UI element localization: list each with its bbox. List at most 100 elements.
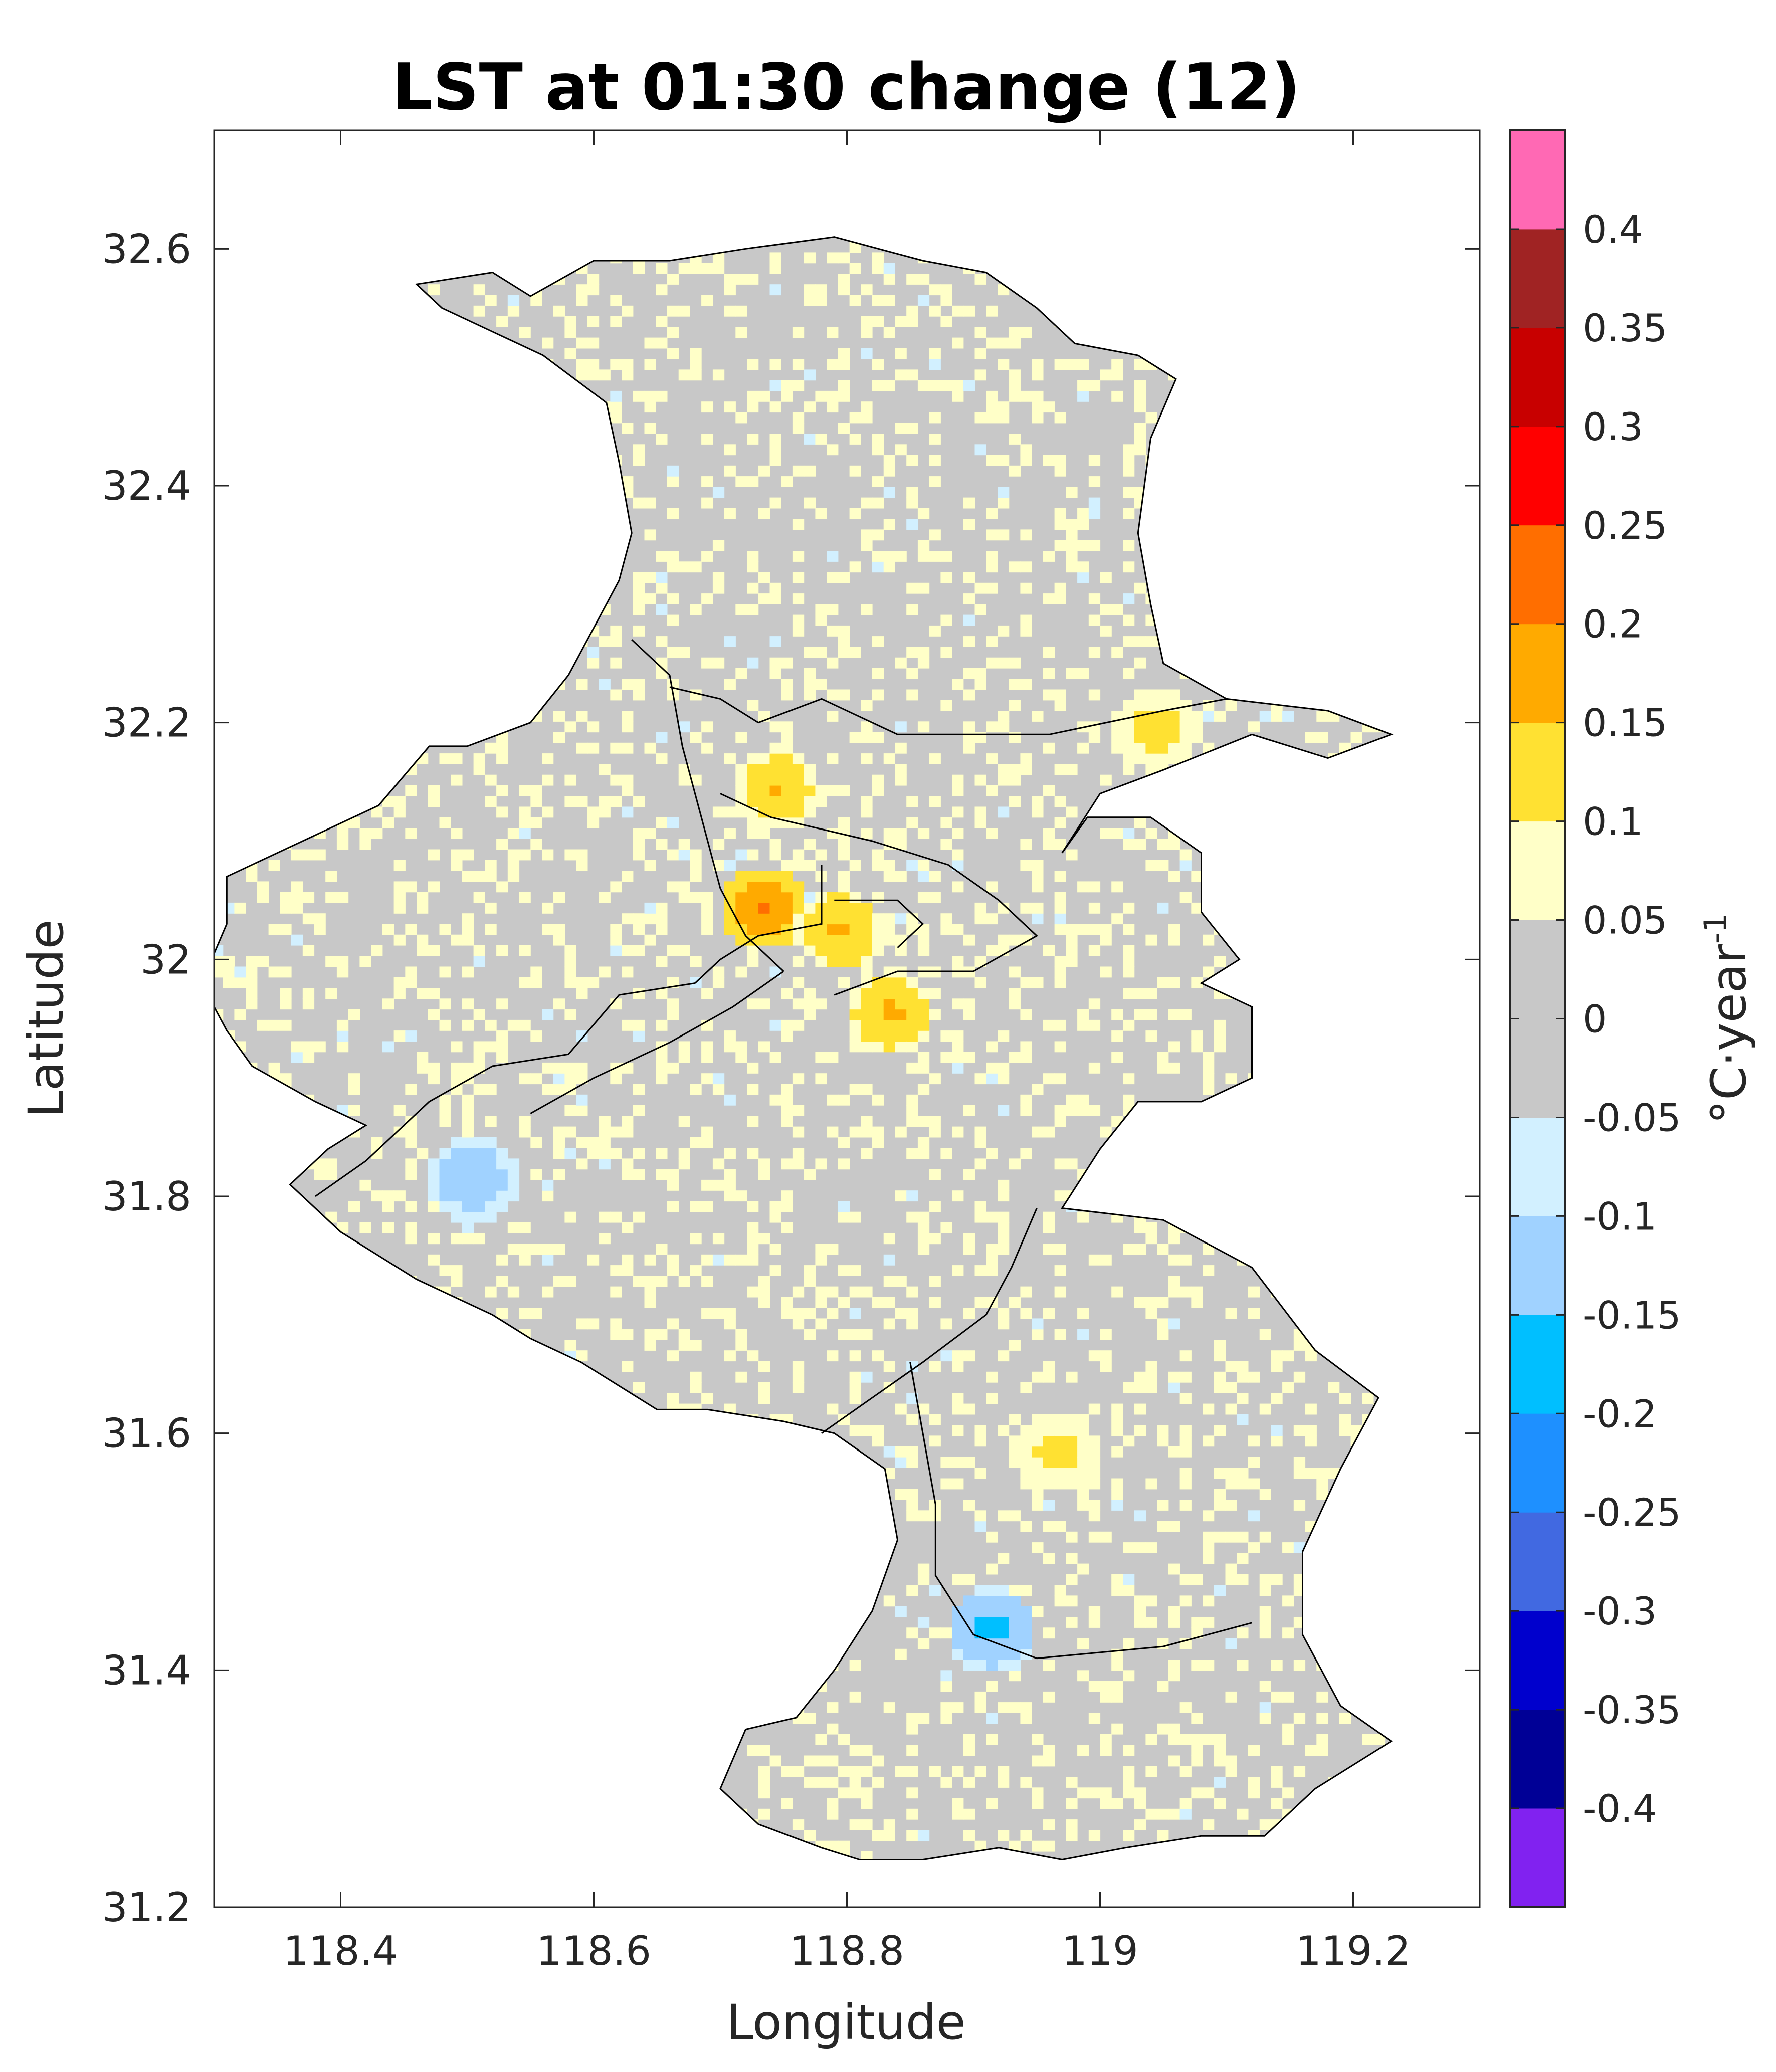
heatmap-cell (827, 1702, 839, 1713)
heatmap-cell (906, 1808, 918, 1820)
heatmap-cell (1088, 1350, 1101, 1362)
heatmap-cell (1293, 1713, 1306, 1724)
heatmap-cell (1020, 860, 1032, 871)
heatmap-cell (473, 1041, 485, 1053)
heatmap-cell (1066, 519, 1078, 530)
heatmap-cell (428, 1179, 440, 1191)
heatmap-cell (1168, 1009, 1180, 1020)
heatmap-cell (371, 1137, 383, 1148)
heatmap-cell (1100, 1126, 1112, 1138)
heatmap-cell (815, 934, 827, 946)
heatmap-cell (1043, 455, 1055, 466)
heatmap-cell (1066, 1414, 1078, 1425)
heatmap-cell (1123, 1777, 1135, 1788)
heatmap-cell (405, 1158, 417, 1170)
heatmap-cell (712, 1158, 725, 1170)
heatmap-cell (622, 806, 634, 818)
heatmap-cell (587, 1318, 600, 1330)
heatmap-cell (895, 657, 907, 669)
heatmap-cell (1032, 1318, 1044, 1330)
heatmap-cell (644, 742, 656, 754)
heatmap-cell (587, 337, 600, 349)
heatmap-cell (849, 988, 861, 999)
heatmap-cell (1271, 1350, 1283, 1362)
heatmap-cell (781, 1222, 793, 1233)
heatmap-cell (952, 1478, 964, 1490)
heatmap-cell (485, 1286, 497, 1298)
heatmap-cell (1168, 1318, 1180, 1330)
heatmap-cell (1043, 1755, 1055, 1767)
heatmap-cell (781, 1116, 793, 1127)
heatmap-cell (747, 1233, 759, 1245)
heatmap-cell (895, 423, 907, 434)
heatmap-cell (314, 913, 326, 925)
heatmap-cell (1066, 1446, 1078, 1458)
heatmap-cell (200, 423, 212, 434)
heatmap-cell (1043, 1211, 1055, 1223)
heatmap-cell (1066, 956, 1078, 967)
heatmap-cell (849, 561, 861, 573)
heatmap-cell (940, 1052, 952, 1063)
heatmap-cell (872, 1019, 884, 1031)
heatmap-cell (473, 1062, 485, 1074)
heatmap-cell (906, 1766, 918, 1777)
heatmap-cell (769, 497, 781, 509)
heatmap-cell (940, 1030, 952, 1042)
heatmap-cell (690, 689, 702, 701)
heatmap-cell (838, 1414, 850, 1425)
heatmap-cell (747, 1222, 759, 1233)
heatmap-cell (963, 1627, 975, 1639)
heatmap-cell (690, 1201, 702, 1212)
heatmap-cell (861, 1329, 873, 1340)
heatmap-cell (189, 764, 201, 775)
heatmap-cell (473, 1233, 485, 1245)
heatmap-cell (861, 924, 873, 935)
heatmap-cell (1145, 1542, 1157, 1553)
heatmap-cell (940, 284, 952, 296)
heatmap-cell (963, 668, 975, 679)
heatmap-cell (747, 434, 759, 445)
heatmap-cell (838, 390, 850, 402)
heatmap-cell (974, 369, 986, 381)
heatmap-cell (1168, 732, 1180, 743)
heatmap-cell (371, 1190, 383, 1202)
colorbar-label: °C·year-1 (1697, 913, 1757, 1124)
heatmap-cell (644, 572, 656, 583)
heatmap-cell (747, 657, 759, 669)
heatmap-cell (895, 839, 907, 850)
heatmap-cell (690, 1371, 702, 1383)
heatmap-cell (610, 1073, 622, 1085)
heatmap-cell (917, 988, 930, 999)
heatmap-cell (1157, 1297, 1169, 1308)
heatmap-cell (462, 1211, 474, 1223)
heatmap-cell (1088, 1105, 1101, 1116)
heatmap-cell (849, 1371, 861, 1383)
heatmap-cell (462, 1233, 474, 1245)
heatmap-cell (1316, 1489, 1328, 1500)
heatmap-cell (735, 1254, 747, 1266)
heatmap-cell (883, 487, 895, 498)
heatmap-cell (439, 1201, 451, 1212)
heatmap-cell (234, 966, 246, 978)
heatmap-cell (792, 519, 805, 530)
heatmap-cell (1043, 689, 1055, 701)
heatmap-cell (1032, 1329, 1044, 1340)
heatmap-cell (1123, 828, 1135, 839)
heatmap-cell (952, 1574, 964, 1585)
heatmap-cell (462, 1148, 474, 1159)
heatmap-cell (1123, 1382, 1135, 1393)
heatmap-cell (462, 1019, 474, 1031)
heatmap-cell (405, 1233, 417, 1245)
heatmap-cell (952, 1808, 964, 1820)
heatmap-cell (769, 263, 781, 274)
heatmap-cell (781, 774, 793, 786)
heatmap-cell (792, 1158, 805, 1170)
heatmap-cell (473, 305, 485, 317)
heatmap-cell (473, 956, 485, 967)
heatmap-cell (393, 1190, 406, 1202)
heatmap-cell (895, 1009, 907, 1020)
heatmap-cell (485, 742, 497, 754)
heatmap-cell (952, 1126, 964, 1138)
heatmap-cell (917, 1403, 930, 1415)
heatmap-cell (724, 1190, 736, 1202)
